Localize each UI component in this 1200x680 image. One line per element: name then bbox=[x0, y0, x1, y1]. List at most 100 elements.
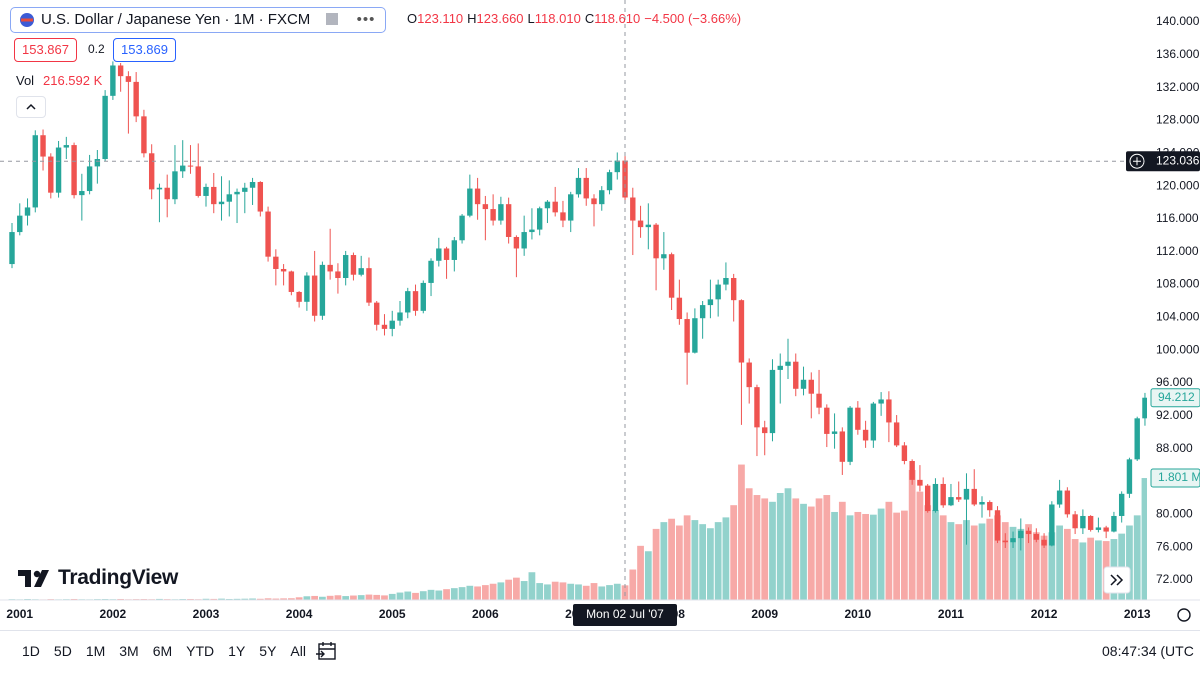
volume-bar bbox=[481, 585, 489, 600]
volume-bar bbox=[846, 515, 854, 600]
candle-body bbox=[86, 166, 93, 192]
volume-bar bbox=[233, 598, 241, 600]
y-tick-label: 136.000 bbox=[1156, 47, 1200, 61]
candle-body bbox=[234, 191, 240, 195]
settings-icon bbox=[1177, 608, 1191, 622]
volume-bar bbox=[644, 551, 652, 600]
range-button[interactable]: 1Y bbox=[228, 643, 246, 659]
y-tick-label: 108.000 bbox=[1156, 277, 1200, 291]
candle-body bbox=[327, 264, 333, 272]
volume-bar bbox=[575, 584, 582, 600]
y-tick-label: 88.000 bbox=[1156, 441, 1193, 455]
candle-body bbox=[405, 291, 411, 313]
volume-bar bbox=[1040, 535, 1048, 600]
volume-bar bbox=[520, 581, 528, 600]
price-axis bbox=[1147, 0, 1200, 630]
candle-body bbox=[242, 187, 248, 192]
add-icon bbox=[1129, 153, 1145, 169]
candle-body bbox=[1134, 418, 1140, 460]
y-tick-label: 80.000 bbox=[1156, 507, 1193, 521]
candle-body bbox=[1118, 493, 1125, 516]
range-button[interactable]: 1M bbox=[85, 643, 106, 659]
candle-body bbox=[1002, 540, 1008, 543]
candle-body bbox=[924, 485, 931, 512]
x-tick-label: 2013 bbox=[1124, 607, 1151, 621]
candle-body bbox=[474, 188, 481, 205]
candle-body bbox=[148, 153, 155, 190]
buy-price[interactable]: 153.869 bbox=[113, 38, 176, 62]
volume-bar bbox=[637, 545, 644, 600]
volume-bar bbox=[218, 598, 225, 600]
volume-bar bbox=[877, 508, 885, 600]
candle-body bbox=[172, 171, 178, 200]
volume-bar bbox=[396, 592, 404, 600]
candle-body bbox=[684, 319, 690, 353]
scroll-icon bbox=[1110, 574, 1124, 586]
candle-body bbox=[1010, 538, 1016, 543]
volume-bar bbox=[885, 501, 893, 600]
candle-body bbox=[482, 204, 489, 210]
sell-price[interactable]: 153.867 bbox=[14, 38, 77, 62]
volume-bar bbox=[955, 524, 963, 600]
range-button[interactable]: YTD bbox=[186, 643, 215, 659]
candle-body bbox=[568, 194, 574, 221]
brand-name: TradingView bbox=[58, 566, 179, 589]
y-tick-label: 96.000 bbox=[1156, 375, 1193, 389]
candle-body bbox=[536, 208, 543, 230]
candle-body bbox=[280, 268, 287, 272]
candle-body bbox=[994, 510, 1001, 541]
collapse-button[interactable] bbox=[16, 96, 46, 118]
volume-bar bbox=[156, 598, 163, 600]
volume-bar bbox=[117, 598, 125, 600]
volume-bar bbox=[295, 597, 303, 600]
candle-body bbox=[1025, 530, 1032, 535]
range-button[interactable]: 6M bbox=[152, 643, 173, 659]
flag-button[interactable] bbox=[326, 13, 339, 25]
volume-bar bbox=[792, 498, 800, 600]
volume-bar bbox=[730, 505, 738, 600]
volume-readout: 216.592 K bbox=[43, 73, 103, 88]
candle-body bbox=[715, 284, 721, 300]
candle-body bbox=[630, 197, 636, 221]
volume-bar bbox=[668, 518, 675, 600]
x-tick-label: 2010 bbox=[844, 607, 871, 621]
volume-bar bbox=[1001, 522, 1009, 600]
candle-body bbox=[420, 282, 426, 311]
candle-body bbox=[133, 81, 139, 117]
volume-bar bbox=[280, 598, 287, 600]
volume-bar bbox=[450, 588, 458, 600]
volume-bar bbox=[598, 586, 606, 600]
more-button[interactable]: ••• bbox=[356, 11, 376, 28]
volume-bar bbox=[272, 598, 280, 600]
candle-body bbox=[164, 187, 170, 200]
volume-bar bbox=[854, 511, 862, 600]
candle-body bbox=[956, 497, 962, 500]
candle-body bbox=[48, 156, 54, 193]
crosshair-date-bg bbox=[573, 604, 677, 626]
range-button[interactable]: 5D bbox=[53, 643, 72, 659]
candle-body bbox=[661, 254, 667, 259]
candle-body bbox=[917, 479, 923, 486]
volume-bar bbox=[838, 501, 846, 600]
volume-bar bbox=[675, 525, 683, 600]
range-button[interactable]: All bbox=[290, 643, 306, 659]
volume-bar bbox=[559, 582, 567, 600]
volume-bar bbox=[707, 528, 714, 600]
range-button[interactable]: 3M bbox=[119, 643, 139, 659]
volume-bar bbox=[947, 522, 955, 600]
volume-bar bbox=[738, 464, 745, 600]
candle-body bbox=[746, 362, 752, 388]
symbol-box[interactable]: U.S. Dollar / Japanese Yen · 1M · FXCM •… bbox=[10, 7, 387, 33]
volume-bar bbox=[1133, 515, 1141, 600]
volume-bar bbox=[505, 579, 513, 600]
candle-body bbox=[203, 186, 209, 196]
volume-bar bbox=[1025, 524, 1032, 600]
volume-bar bbox=[319, 596, 326, 600]
flag-icon bbox=[20, 13, 34, 27]
date-range-icon[interactable] bbox=[314, 640, 338, 664]
range-button[interactable]: 5Y bbox=[259, 643, 277, 659]
volume-bar bbox=[311, 595, 319, 600]
ohlc-value: 123.110 bbox=[417, 11, 464, 26]
range-button[interactable]: 1D bbox=[22, 643, 40, 659]
